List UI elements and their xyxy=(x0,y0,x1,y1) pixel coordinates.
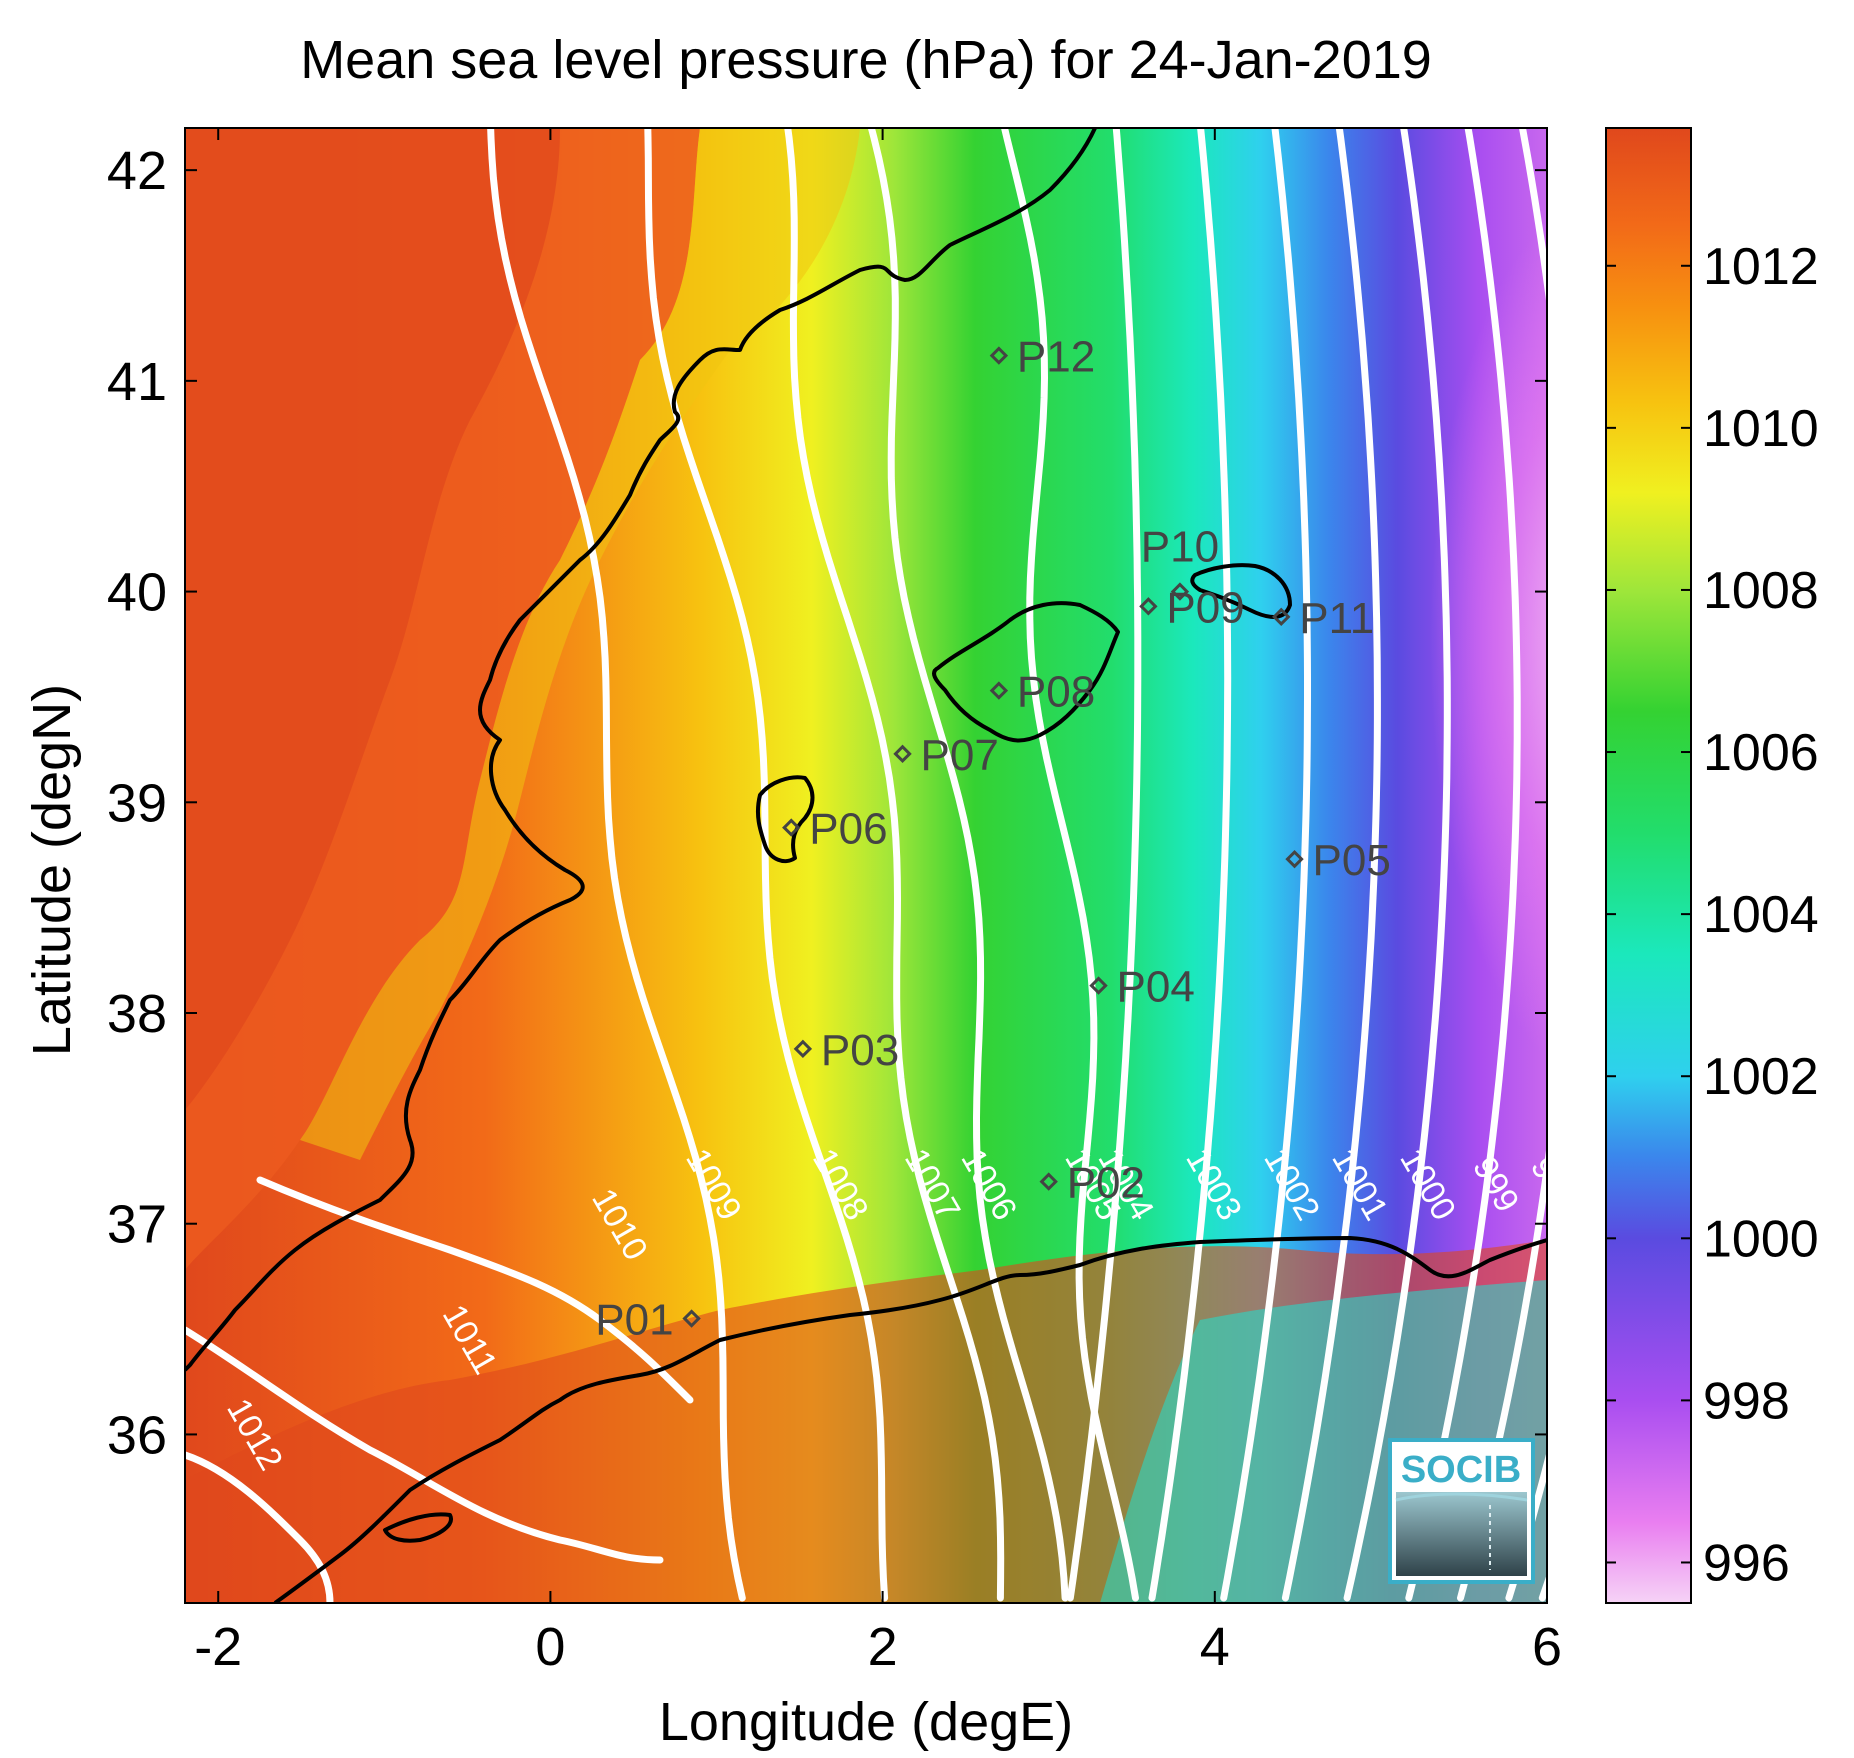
isobar-1004 xyxy=(1066,128,1142,1602)
coastline-alboran xyxy=(383,1512,453,1543)
colorbar-tick-label: 996 xyxy=(1703,1534,1790,1592)
isobar-1003 xyxy=(1148,128,1232,1602)
y-tick-label: 38 xyxy=(107,984,167,1044)
station-label: P07 xyxy=(921,731,999,780)
isobar-1005 xyxy=(1000,128,1139,1602)
isobar-1006 xyxy=(867,128,1069,1602)
land-iberia-inner xyxy=(185,128,560,1110)
station-label: P10 xyxy=(1141,523,1219,572)
colorbar-tick-label: 1004 xyxy=(1703,886,1819,944)
station-label: P01 xyxy=(595,1296,673,1345)
coastline-iberia xyxy=(185,128,1097,1372)
station-marker xyxy=(989,681,1009,700)
colorbar-tick-label: 1010 xyxy=(1703,400,1819,458)
coastline xyxy=(185,128,1547,1603)
y-tick-label: 40 xyxy=(107,563,167,623)
plot-frame xyxy=(184,127,1548,1604)
y-tick-label: 39 xyxy=(107,773,167,833)
colorbar: 996 998 1000 1002 1004 1006 1008 1010 1012 xyxy=(1605,127,1819,1604)
low-pressure-centre xyxy=(1430,221,1547,1059)
colorbar-tick-label: 1006 xyxy=(1703,724,1819,782)
station-label: P08 xyxy=(1017,668,1095,717)
station-label: P09 xyxy=(1166,583,1244,632)
station-marker xyxy=(682,1309,701,1328)
station-marker xyxy=(1039,1172,1058,1191)
colorbar-tick-label: 1000 xyxy=(1703,1210,1819,1268)
x-axis-label: Longitude (degE) xyxy=(659,1692,1073,1752)
coastline-africa xyxy=(273,1236,1547,1603)
colorbar-ticks: 996 998 1000 1002 1004 1006 1008 1010 1012 xyxy=(1606,238,1819,1592)
isobar-999 xyxy=(1405,128,1521,1602)
y-axis: 36 37 38 39 40 41 42 xyxy=(107,141,1547,1465)
isobar-1007 xyxy=(784,128,1005,1602)
x-tick-label: 4 xyxy=(1200,1617,1230,1677)
land-iberia-coastal-band xyxy=(300,128,860,1160)
y-tick-label: 36 xyxy=(107,1405,167,1465)
station-label: P12 xyxy=(1017,333,1095,382)
station-label: P03 xyxy=(821,1026,899,1075)
y-tick-label: 37 xyxy=(107,1195,167,1255)
colorbar-scale xyxy=(1605,127,1692,1604)
station-label: P05 xyxy=(1313,836,1391,885)
isobar-1000 xyxy=(1343,128,1451,1602)
y-tick-label: 42 xyxy=(107,141,167,201)
y-axis-label: Latitude (degN) xyxy=(22,684,82,1056)
x-tick-label: 2 xyxy=(868,1617,898,1677)
isobar-1011 xyxy=(185,1326,664,1564)
station-label: P02 xyxy=(1067,1159,1145,1208)
coastline-ibiza xyxy=(755,775,815,864)
station-label: P06 xyxy=(809,805,887,854)
colorbar-tick-label: 1002 xyxy=(1703,1048,1819,1106)
socib-logo: SOCIB xyxy=(1388,1438,1535,1584)
y-tick-label: 41 xyxy=(107,352,167,412)
colorbar-tick-label: 1012 xyxy=(1703,238,1819,296)
isobar-1009 xyxy=(487,128,746,1602)
isobar-1012 xyxy=(185,1451,334,1603)
station-marker xyxy=(1272,607,1291,627)
isobar-1002 xyxy=(1220,128,1311,1602)
station-label: P11 xyxy=(1299,594,1374,643)
colorbar-tick-label: 1008 xyxy=(1703,562,1819,620)
isobar-998 xyxy=(1457,128,1547,1602)
station-markers: P01 P02 P03 P04 P05 P06 P07 P08 P09 P10 P11 P12 xyxy=(595,333,1391,1345)
station-marker xyxy=(1089,976,1108,995)
station-marker xyxy=(1170,582,1190,601)
isobar-1010 xyxy=(256,1176,694,1404)
x-axis: -2 0 2 4 6 xyxy=(194,128,1562,1677)
station-marker xyxy=(1285,849,1304,869)
chart-title: Mean sea level pressure (hPa) for 24-Jan… xyxy=(300,30,1432,90)
colorbar-tick-label: 998 xyxy=(1703,1372,1790,1430)
station-marker xyxy=(989,346,1009,365)
coastline-mallorca xyxy=(932,601,1120,743)
station-label: P04 xyxy=(1117,963,1195,1012)
station-marker xyxy=(1139,597,1158,616)
station-marker xyxy=(893,744,912,764)
socib-logo-text: SOCIB xyxy=(1401,1449,1521,1491)
station-marker xyxy=(793,1039,813,1059)
isobar-1008 xyxy=(644,128,889,1602)
x-tick-label: 6 xyxy=(1532,1617,1562,1677)
isobar-1001 xyxy=(1281,128,1381,1602)
x-tick-label: 0 xyxy=(535,1617,565,1677)
x-tick-label: -2 xyxy=(194,1617,242,1677)
station-marker xyxy=(782,818,801,837)
